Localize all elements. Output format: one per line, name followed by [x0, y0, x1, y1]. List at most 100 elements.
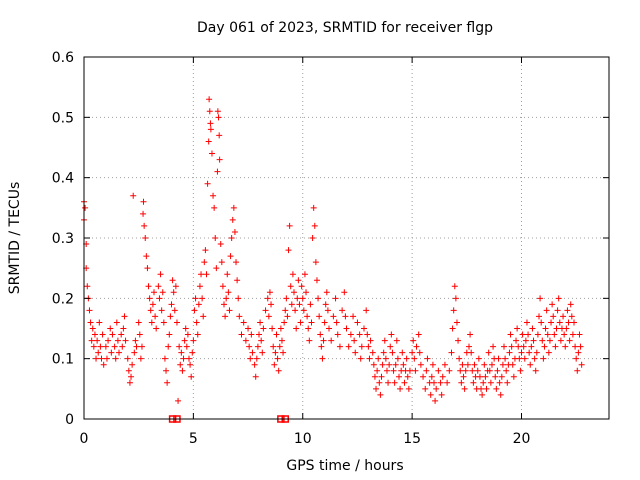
data-point: [126, 379, 133, 386]
y-axis: 0 0.1 0.2 0.3 0.4 0.5 0.6: [52, 50, 609, 428]
data-point: [102, 343, 109, 350]
data-point: [497, 391, 504, 398]
data-point: [195, 301, 202, 308]
data-point: [295, 277, 302, 284]
data-point: [449, 325, 456, 332]
data-point: [140, 210, 147, 217]
data-point: [351, 337, 358, 344]
x-tick-label: 15: [403, 431, 421, 447]
data-point: [296, 301, 303, 308]
data-point: [140, 198, 147, 205]
data-point: [525, 331, 532, 338]
data-point: [165, 343, 172, 350]
data-point: [365, 343, 372, 350]
data-point: [208, 150, 215, 157]
data-point: [193, 319, 200, 326]
data-point: [401, 379, 408, 386]
data-point: [268, 301, 275, 308]
data-point: [206, 108, 213, 115]
y-axis-label: SRMTID / TECUs: [7, 182, 23, 295]
data-point: [170, 289, 177, 296]
data-point: [145, 283, 152, 290]
data-point: [87, 319, 94, 326]
data-point: [383, 367, 390, 374]
data-point: [167, 313, 174, 320]
data-point: [297, 319, 304, 326]
data-point: [392, 361, 399, 368]
data-point: [367, 337, 374, 344]
data-point: [406, 367, 413, 374]
data-point: [316, 313, 323, 320]
data-point: [182, 325, 189, 332]
data-point: [528, 343, 535, 350]
data-point: [403, 355, 410, 362]
data-point: [320, 337, 327, 344]
data-point: [521, 355, 528, 362]
data-point: [93, 355, 100, 362]
data-point: [435, 367, 442, 374]
data-point: [283, 295, 290, 302]
data-point: [519, 331, 526, 338]
data-point: [482, 373, 489, 380]
data-point: [576, 331, 583, 338]
data-point: [379, 361, 386, 368]
data-point: [269, 325, 276, 332]
data-point: [382, 355, 389, 362]
data-point: [201, 259, 208, 266]
data-point: [148, 319, 155, 326]
data-point: [458, 379, 465, 386]
data-point: [499, 361, 506, 368]
data-point: [370, 361, 377, 368]
data-point: [141, 222, 148, 229]
data-point: [216, 156, 223, 163]
data-point: [540, 355, 547, 362]
data-point: [235, 295, 242, 302]
data-point: [502, 355, 509, 362]
x-tick-label: 10: [294, 431, 312, 447]
data-point: [284, 313, 291, 320]
data-point: [293, 325, 300, 332]
data-point: [298, 283, 305, 290]
data-point: [178, 349, 185, 356]
data-point: [157, 271, 164, 278]
data-point: [86, 307, 93, 314]
data-point: [417, 361, 424, 368]
data-point: [357, 355, 364, 362]
data-point: [217, 241, 224, 248]
data-point: [233, 259, 240, 266]
data-point: [215, 114, 222, 121]
data-point: [301, 271, 308, 278]
data-point: [169, 277, 176, 284]
data-point: [567, 301, 574, 308]
x-tick-label: 0: [80, 431, 89, 447]
data-point: [321, 319, 328, 326]
data-point: [455, 337, 462, 344]
data-point: [364, 331, 371, 338]
data-point: [427, 391, 434, 398]
data-point: [184, 331, 191, 338]
data-point: [548, 319, 555, 326]
data-point: [203, 271, 210, 278]
data-point: [569, 331, 576, 338]
data-point: [574, 367, 581, 374]
data-point: [272, 349, 279, 356]
data-point: [494, 367, 501, 374]
data-point: [119, 343, 126, 350]
data-point: [557, 337, 564, 344]
data-point: [428, 373, 435, 380]
data-point: [530, 337, 537, 344]
data-point: [245, 325, 252, 332]
data-point: [240, 319, 247, 326]
data-point: [550, 313, 557, 320]
data-point: [437, 379, 444, 386]
data-point: [555, 295, 562, 302]
data-point: [205, 138, 212, 145]
data-point: [155, 283, 162, 290]
data-point: [160, 319, 167, 326]
data-point: [188, 373, 195, 380]
data-point: [133, 343, 140, 350]
data-point: [236, 313, 243, 320]
data-point: [415, 331, 422, 338]
data-point: [280, 349, 287, 356]
data-point: [248, 331, 255, 338]
